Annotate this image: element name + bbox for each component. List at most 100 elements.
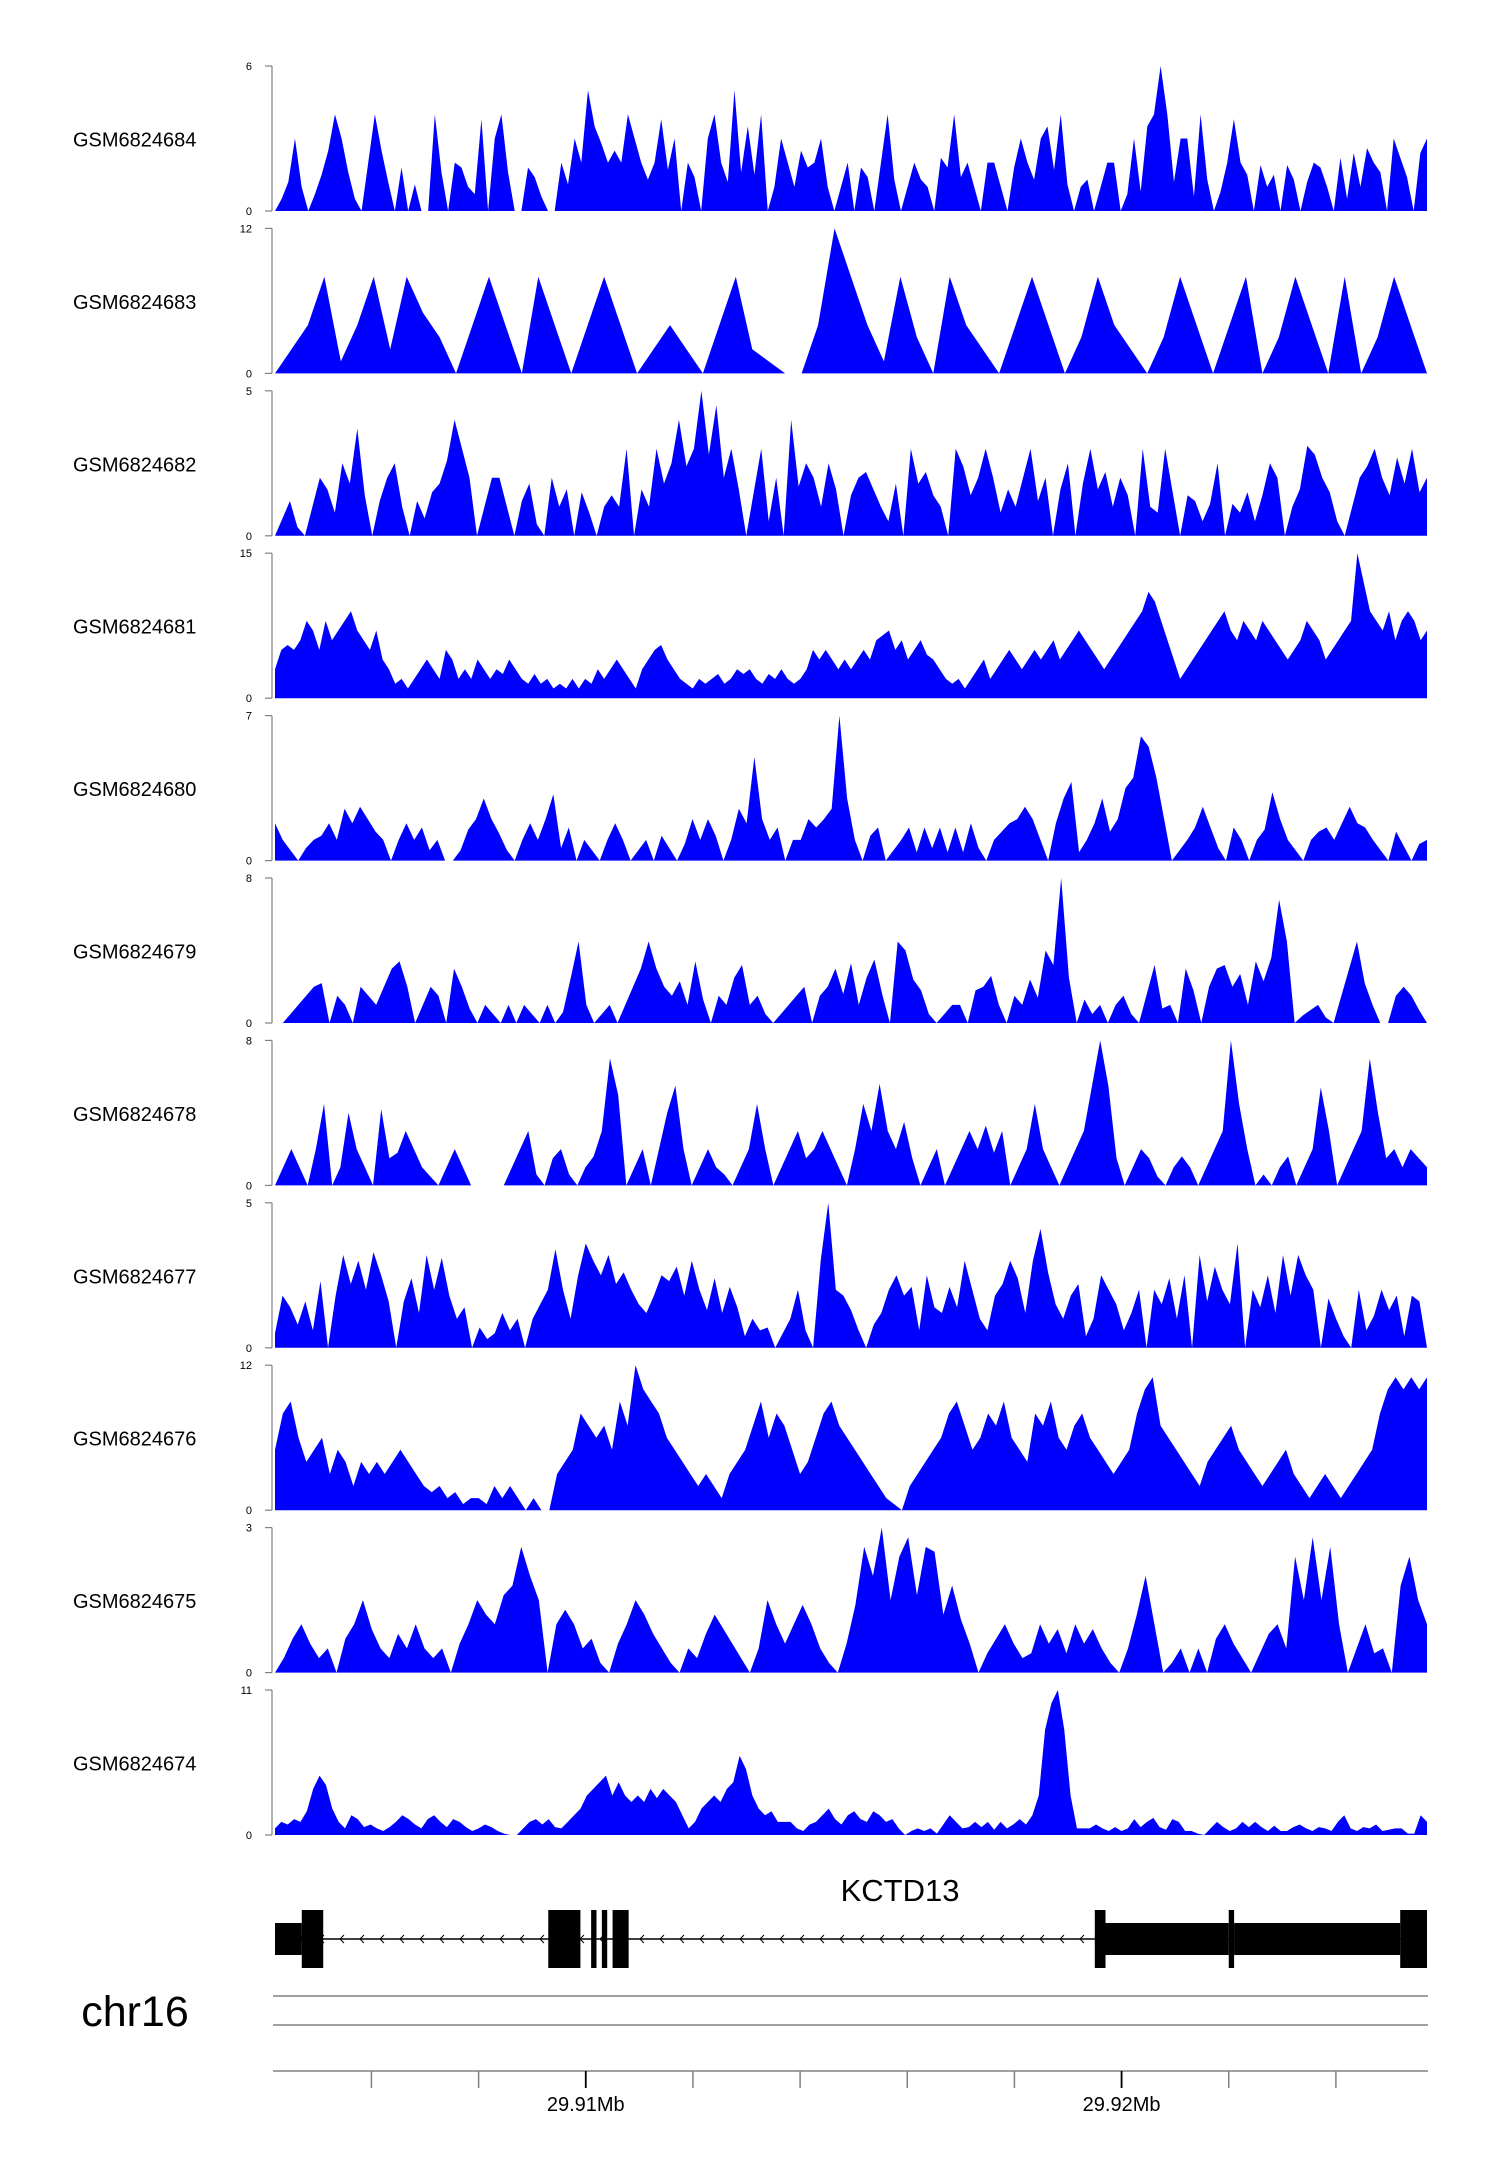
- strand-arrow: [839, 1934, 845, 1944]
- strand-arrow: [1039, 1934, 1045, 1944]
- exon: [1094, 1910, 1106, 1968]
- y-zero-label: 0: [246, 1668, 252, 1680]
- y-max-label: 8: [246, 873, 252, 885]
- strand-arrow: [719, 1934, 725, 1944]
- strand-arrow: [439, 1934, 445, 1944]
- track-GSM6824683: GSM6824683 12 0: [73, 223, 1427, 380]
- strand-arrow: [479, 1934, 485, 1944]
- track-label: GSM6824682: [73, 454, 196, 476]
- track-GSM6824682: GSM6824682 5 0: [73, 386, 1427, 543]
- strand-arrow: [899, 1934, 905, 1944]
- track-GSM6824684: GSM6824684 6 0: [73, 61, 1427, 218]
- strand-arrow: [419, 1934, 425, 1944]
- strand-arrow: [979, 1934, 985, 1944]
- y-max-label: 15: [240, 548, 252, 560]
- strand-arrow: [339, 1934, 345, 1944]
- track-GSM6824680: GSM6824680 7 0: [73, 711, 1427, 868]
- track-GSM6824679: GSM6824679 8 0: [73, 873, 1427, 1030]
- track-label: GSM6824675: [73, 1591, 196, 1613]
- y-max-label: 12: [240, 1360, 252, 1372]
- track-GSM6824677: GSM6824677 5 0: [73, 1198, 1427, 1355]
- y-max-label: 5: [246, 1198, 252, 1210]
- strand-arrow: [1019, 1934, 1025, 1944]
- y-zero-label: 0: [246, 1343, 252, 1355]
- strand-arrow: [359, 1934, 365, 1944]
- strand-arrow: [959, 1934, 965, 1944]
- coverage-area: [275, 715, 1427, 861]
- exon: [601, 1910, 608, 1968]
- track-label: GSM6824684: [73, 130, 196, 152]
- strand-arrow: [379, 1934, 385, 1944]
- y-max-label: 8: [246, 1035, 252, 1047]
- strand-arrow: [539, 1934, 545, 1944]
- exon: [591, 1910, 597, 1968]
- strand-arrow: [639, 1934, 645, 1944]
- y-zero-label: 0: [246, 693, 252, 705]
- strand-arrow: [759, 1934, 765, 1944]
- y-max-label: 6: [246, 61, 252, 73]
- y-max-label: 5: [246, 386, 252, 398]
- axis-tick-label: 29.91Mb: [547, 2094, 625, 2116]
- gene-label: KCTD13: [841, 1873, 960, 1908]
- track-GSM6824681: GSM6824681 15 0: [73, 548, 1427, 705]
- y-zero-label: 0: [246, 1180, 252, 1192]
- track-label: GSM6824677: [73, 1266, 196, 1288]
- exon: [1400, 1910, 1427, 1968]
- y-zero-label: 0: [246, 1505, 252, 1517]
- coverage-area: [275, 1690, 1427, 1835]
- track-GSM6824675: GSM6824675 3 0: [73, 1523, 1427, 1680]
- exon: [612, 1910, 629, 1968]
- track-label: GSM6824683: [73, 292, 196, 314]
- y-zero-label: 0: [246, 368, 252, 380]
- exon: [1234, 1923, 1401, 1955]
- track-label: GSM6824681: [73, 617, 196, 639]
- axis-ticks: 29.91Mb 29.92Mb: [370, 2071, 1337, 2116]
- track-label: GSM6824678: [73, 1104, 196, 1126]
- coverage-area: [275, 1202, 1427, 1348]
- strand-arrow: [999, 1934, 1005, 1944]
- coverage-area: [275, 390, 1427, 536]
- coverage-area: [275, 66, 1427, 211]
- strand-arrow: [919, 1934, 925, 1944]
- strand-arrow: [779, 1934, 785, 1944]
- track-label: GSM6824674: [73, 1754, 196, 1776]
- strand-arrow: [679, 1934, 685, 1944]
- strand-arrow: [499, 1934, 505, 1944]
- strand-arrow: [1079, 1934, 1085, 1944]
- coverage-tracks: GSM682468460GSM6824683120GSM682468250GSM…: [73, 61, 1427, 1842]
- axis-tick-label: 29.92Mb: [1083, 2094, 1161, 2116]
- track-GSM6824678: GSM6824678 8 0: [73, 1035, 1427, 1192]
- coverage-area: [275, 878, 1427, 1023]
- strand-arrow: [819, 1934, 825, 1944]
- coverage-area: [275, 553, 1427, 699]
- y-max-label: 11: [241, 1685, 252, 1697]
- strand-arrow: [939, 1934, 945, 1944]
- y-zero-label: 0: [246, 1018, 252, 1030]
- exon: [301, 1910, 324, 1968]
- genome-axis: chr16 29.91Mb 29.92Mb: [81, 1988, 1428, 2116]
- strand-arrow: [699, 1934, 705, 1944]
- track-GSM6824676: GSM6824676 12 0: [73, 1360, 1427, 1517]
- track-label: GSM6824676: [73, 1429, 196, 1451]
- track-GSM6824674: GSM6824674 11 0: [73, 1685, 1427, 1842]
- y-zero-label: 0: [246, 1830, 252, 1842]
- strand-arrow: [739, 1934, 745, 1944]
- track-label: GSM6824680: [73, 779, 196, 801]
- coverage-area: [275, 1365, 1427, 1511]
- track-label: GSM6824679: [73, 942, 196, 964]
- strand-arrow: [799, 1934, 805, 1944]
- y-zero-label: 0: [246, 206, 252, 218]
- gene-exons: [275, 1910, 1427, 1968]
- exon: [1228, 1910, 1235, 1968]
- y-max-label: 3: [246, 1523, 252, 1535]
- y-zero-label: 0: [246, 856, 252, 868]
- exon: [275, 1923, 302, 1955]
- exon: [1105, 1923, 1229, 1955]
- gene-track: KCTD13: [275, 1873, 1427, 1968]
- strand-arrow: [459, 1934, 465, 1944]
- y-zero-label: 0: [246, 531, 252, 543]
- strand-arrow: [879, 1934, 885, 1944]
- strand-arrow: [399, 1934, 405, 1944]
- strand-arrow: [659, 1934, 665, 1944]
